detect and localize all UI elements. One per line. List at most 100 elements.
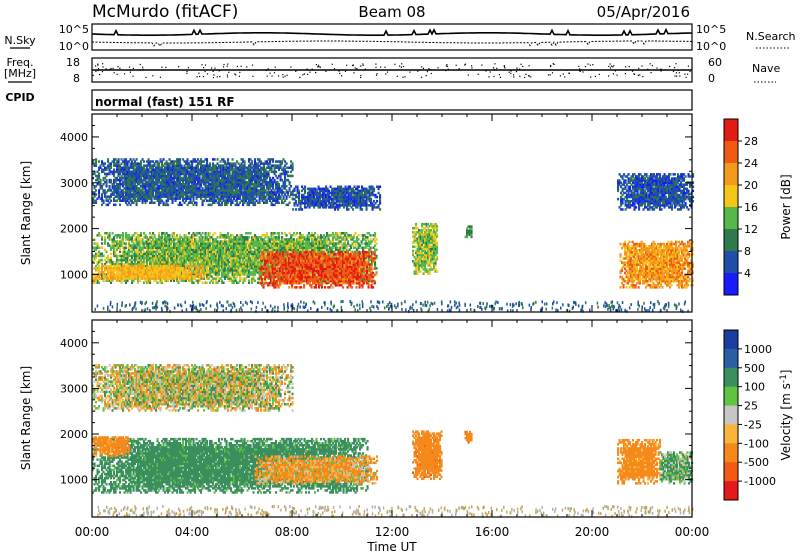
data-cell <box>286 265 289 268</box>
data-cell <box>113 242 116 245</box>
data-cell <box>251 273 254 276</box>
data-cell <box>191 248 194 251</box>
data-cell <box>370 275 373 279</box>
data-cell <box>255 244 258 247</box>
data-cell <box>129 254 132 258</box>
data-cell <box>216 256 219 260</box>
data-cell <box>200 260 203 264</box>
data-cell <box>294 279 297 283</box>
data-cell <box>197 279 200 282</box>
data-cell <box>375 273 378 276</box>
data-cell <box>349 271 352 275</box>
data-cell <box>128 248 131 251</box>
nave-point <box>669 65 671 68</box>
data-cell <box>337 269 340 273</box>
data-cell <box>147 244 150 247</box>
data-cell <box>213 265 216 268</box>
data-cell <box>301 261 304 264</box>
data-cell <box>165 232 168 235</box>
data-cell <box>110 256 113 260</box>
data-cell <box>342 253 345 256</box>
data-cell <box>315 257 318 260</box>
data-cell <box>215 279 218 282</box>
data-cell <box>218 265 221 268</box>
data-cell <box>278 232 281 235</box>
data-cell <box>204 281 207 284</box>
data-cell <box>335 242 338 245</box>
data-cell <box>309 236 312 239</box>
data-cell <box>153 242 156 245</box>
data-cell <box>274 269 277 273</box>
data-cell <box>292 253 295 256</box>
data-cell <box>227 258 230 262</box>
data-cell <box>293 238 296 241</box>
data-cell <box>298 255 301 258</box>
data-cell <box>351 238 354 241</box>
data-cell <box>107 234 110 237</box>
data-cell <box>204 256 207 260</box>
data-cell <box>332 236 335 239</box>
data-cell <box>174 236 177 239</box>
data-cell <box>320 248 323 251</box>
data-cell <box>267 236 270 239</box>
data-cell <box>320 236 323 239</box>
data-cell <box>194 254 197 258</box>
data-cell <box>170 250 173 254</box>
data-cell <box>335 248 338 251</box>
data-cell <box>276 255 279 258</box>
data-cell <box>280 279 283 283</box>
data-cell <box>213 254 216 258</box>
data-cell <box>263 248 266 251</box>
data-cell <box>216 265 219 268</box>
data-cell <box>354 255 357 258</box>
data-cell <box>310 277 313 281</box>
data-cell <box>337 277 340 281</box>
data-cell <box>264 240 267 243</box>
data-cell <box>233 242 236 245</box>
nave-point <box>562 73 564 75</box>
nave-point <box>201 64 203 66</box>
data-cell <box>262 251 265 254</box>
data-cell <box>98 277 101 280</box>
data-cell <box>369 248 372 251</box>
nave-point <box>273 72 276 74</box>
data-cell <box>254 250 257 254</box>
data-cell <box>360 261 363 264</box>
data-cell <box>282 251 285 254</box>
data-cell <box>96 260 99 264</box>
data-cell <box>197 256 200 260</box>
data-cell <box>267 253 270 256</box>
data-cell <box>292 263 295 266</box>
data-cell <box>164 250 167 254</box>
data-cell <box>117 263 120 266</box>
data-cell <box>303 271 306 275</box>
data-cell <box>288 238 291 241</box>
data-cell <box>239 238 242 241</box>
nave-tick-bottom: 0 <box>708 72 715 85</box>
data-cell <box>337 261 340 264</box>
data-cell <box>277 255 280 258</box>
data-cell <box>206 281 209 284</box>
data-cell <box>147 246 150 249</box>
data-cell <box>180 240 183 243</box>
data-cell <box>137 242 140 245</box>
data-cell <box>300 269 303 273</box>
data-cell <box>297 267 300 270</box>
data-cell <box>333 261 336 264</box>
data-cell <box>209 260 212 264</box>
data-cell <box>328 265 331 268</box>
data-cell <box>318 236 321 239</box>
data-cell <box>280 259 283 262</box>
data-cell <box>366 232 369 235</box>
data-cell <box>219 256 222 260</box>
data-cell <box>309 284 312 287</box>
data-cell <box>345 232 348 235</box>
data-cell <box>316 263 319 266</box>
data-cell <box>375 271 378 274</box>
data-cell <box>170 240 173 243</box>
data-cell <box>240 277 243 280</box>
data-cell <box>164 236 167 239</box>
nave-point <box>679 75 681 77</box>
data-cell <box>303 275 306 279</box>
data-cell <box>176 279 179 282</box>
